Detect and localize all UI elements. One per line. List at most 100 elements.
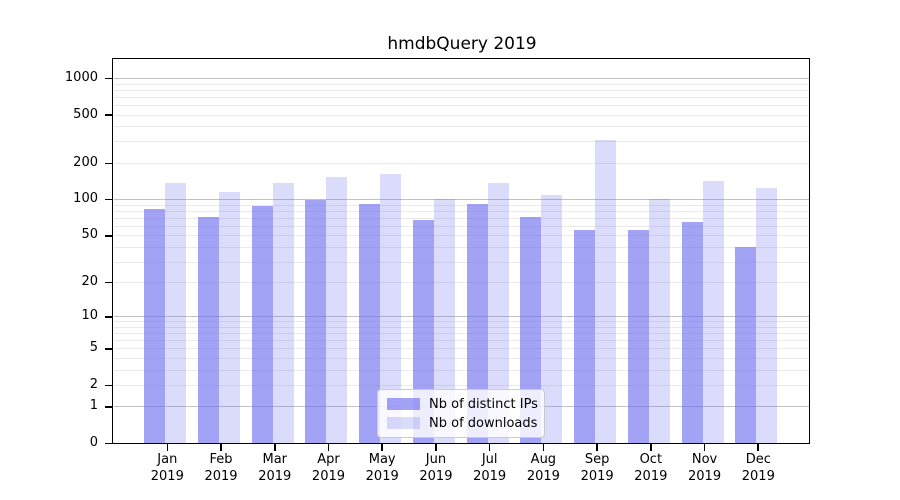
y-axis-tick	[105, 406, 113, 408]
y-axis-tick	[105, 348, 113, 350]
y-axis-tick-label: 1	[89, 398, 98, 414]
legend-swatch-distinct-ips	[387, 398, 420, 410]
grid-line-minor	[114, 225, 809, 227]
x-axis-tick	[542, 444, 545, 451]
grid-line-minor	[114, 235, 809, 237]
x-axis-tick	[596, 444, 598, 451]
grid-line-minor	[114, 83, 809, 85]
x-axis-tick-label: Aug 2019	[526, 452, 560, 484]
y-axis-tick	[105, 384, 113, 387]
x-axis-tick	[220, 444, 222, 451]
y-axis-tick-label: 200	[73, 154, 98, 170]
y-axis-tick	[105, 162, 113, 165]
grid-line-major	[114, 316, 809, 318]
grid-line-minor	[114, 89, 809, 91]
bar-distinct-ips	[627, 229, 649, 444]
bar-distinct-ips	[681, 222, 703, 444]
bar-downloads	[326, 176, 348, 444]
y-axis-tick-label: 100	[73, 191, 98, 207]
y-axis-tick	[105, 442, 113, 445]
x-axis-tick-label: Feb 2019	[204, 452, 238, 484]
x-axis-tick-label: May 2019	[365, 452, 399, 484]
y-axis-tick-label: 500	[73, 106, 98, 122]
bar-downloads	[702, 181, 724, 444]
y-axis-tick-label: 10	[81, 308, 98, 324]
y-axis-tick-label: 50	[81, 227, 98, 243]
bar-downloads	[595, 139, 617, 444]
x-axis-tick	[757, 444, 760, 451]
legend-item-distinct-ips: Nb of distinct IPs	[387, 397, 544, 412]
grid-line-minor	[114, 261, 809, 263]
grid-line-minor	[114, 333, 809, 335]
grid-line-minor	[114, 348, 809, 350]
y-axis-tick-label: 1000	[64, 70, 98, 85]
x-axis-tick	[435, 444, 437, 451]
x-axis-tick	[273, 444, 276, 451]
grid-line-minor	[114, 246, 809, 248]
x-axis-tick-label: Jul 2019	[473, 452, 507, 484]
x-axis-tick	[650, 444, 652, 451]
x-axis-tick-label: Jun 2019	[419, 452, 453, 484]
y-axis-tick-label: 20	[81, 274, 98, 290]
bar-distinct-ips	[466, 204, 488, 444]
chart-title: hmdbQuery 2019	[387, 34, 537, 54]
grid-line-minor	[114, 369, 809, 371]
bar-distinct-ips	[574, 229, 596, 444]
bar-downloads	[487, 183, 509, 444]
grid-line-minor	[114, 210, 809, 212]
legend-label-downloads: Nb of downloads	[429, 415, 538, 431]
x-axis-tick-label: Dec 2019	[741, 452, 775, 484]
x-axis-tick	[327, 444, 330, 451]
x-axis-tick-label: Sep 2019	[580, 452, 614, 484]
x-axis-tick	[488, 444, 491, 451]
legend: Nb of distinct IPs Nb of downloads	[377, 389, 545, 438]
grid-line-minor	[114, 217, 809, 219]
bar-distinct-ips	[144, 209, 166, 444]
grid-line-major	[114, 78, 809, 79]
bar-downloads	[541, 194, 563, 444]
grid-line-minor	[114, 96, 809, 98]
legend-item-downloads: Nb of downloads	[387, 416, 544, 431]
y-axis-tick	[105, 198, 113, 201]
bar-downloads	[272, 182, 294, 444]
bar-distinct-ips	[520, 216, 542, 444]
y-axis-tick	[105, 234, 113, 237]
bar-downloads	[219, 191, 241, 444]
y-axis-tick	[105, 316, 113, 318]
y-axis-tick	[105, 77, 113, 80]
grid-line-minor	[114, 141, 809, 143]
grid-line-minor	[114, 126, 809, 128]
bar-distinct-ips	[198, 216, 220, 444]
bar-distinct-ips	[735, 247, 757, 444]
grid-line-minor	[114, 357, 809, 359]
grid-line-minor	[114, 114, 809, 116]
y-axis-tick	[105, 114, 113, 116]
bar-downloads	[433, 199, 455, 444]
x-axis-tick	[166, 444, 169, 451]
y-axis-tick	[105, 281, 113, 284]
bar-downloads	[756, 187, 778, 444]
x-axis-tick-label: Oct 2019	[634, 452, 668, 484]
y-axis-tick-label: 5	[89, 340, 98, 356]
x-axis-tick-label: Mar 2019	[258, 452, 292, 484]
bar-distinct-ips	[359, 204, 381, 444]
bar-distinct-ips	[305, 199, 327, 444]
grid-line-minor	[114, 340, 809, 342]
x-axis-tick	[381, 444, 383, 451]
grid-line-minor	[114, 204, 809, 206]
x-axis-tick	[703, 444, 706, 451]
bar-downloads	[648, 198, 670, 444]
bar-downloads	[380, 174, 402, 444]
grid-line-minor	[114, 104, 809, 106]
grid-line-minor	[114, 282, 809, 284]
x-axis-tick-label: Apr 2019	[311, 452, 346, 484]
grid-line-minor	[114, 321, 809, 323]
grid-line-major	[114, 199, 809, 201]
legend-label-distinct-ips: Nb of distinct IPs	[429, 396, 538, 412]
bar-distinct-ips	[251, 205, 273, 444]
legend-swatch-downloads	[387, 417, 420, 429]
bar-downloads	[165, 182, 187, 444]
x-axis-tick-label: Nov 2019	[688, 452, 722, 484]
y-axis-tick-label: 2	[89, 376, 98, 392]
grid-line-minor	[114, 384, 809, 386]
